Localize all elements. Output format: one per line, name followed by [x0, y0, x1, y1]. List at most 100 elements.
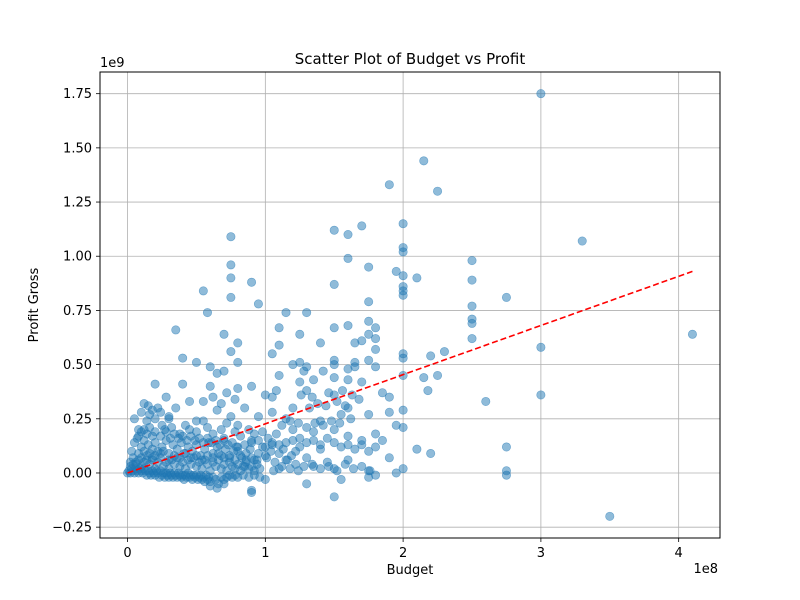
data-point	[216, 399, 226, 409]
data-point	[191, 357, 201, 367]
chart-title: Scatter Plot of Budget vs Profit	[295, 50, 526, 68]
data-point	[398, 422, 408, 432]
data-point	[295, 377, 305, 387]
data-point	[412, 444, 422, 454]
data-point	[247, 381, 257, 391]
data-point	[419, 373, 429, 383]
data-point	[315, 440, 325, 450]
data-point	[398, 271, 408, 281]
data-point	[212, 368, 222, 378]
data-point	[302, 453, 312, 463]
x-tick-label: 3	[537, 546, 545, 561]
data-point	[343, 321, 353, 331]
data-point	[426, 351, 436, 361]
y-tick-label: 1.75	[63, 87, 92, 102]
data-point	[365, 466, 375, 476]
data-point	[354, 394, 364, 404]
data-point	[302, 479, 312, 489]
data-point	[233, 383, 243, 393]
data-point	[433, 186, 443, 196]
data-point	[398, 219, 408, 229]
y-tick-label: 1.25	[63, 196, 92, 211]
y-axis-label: Profit Gross	[27, 267, 42, 342]
data-point	[536, 342, 546, 352]
data-point	[202, 308, 212, 318]
data-point	[318, 366, 328, 376]
data-point	[398, 247, 408, 257]
data-point	[384, 392, 394, 402]
data-point	[605, 511, 615, 521]
data-point	[350, 444, 360, 454]
data-point	[258, 427, 268, 437]
trend-line	[127, 270, 693, 474]
data-point	[433, 370, 443, 380]
data-point	[139, 399, 149, 409]
data-point	[267, 407, 277, 417]
data-point	[253, 412, 263, 422]
data-point	[136, 407, 146, 417]
data-point	[364, 316, 374, 326]
data-point	[198, 416, 208, 426]
data-point	[307, 459, 317, 469]
data-point	[329, 279, 339, 289]
data-point	[332, 466, 342, 476]
data-point	[336, 474, 346, 484]
data-point	[226, 260, 236, 270]
data-point	[150, 414, 160, 424]
data-point	[295, 433, 305, 443]
data-point	[364, 355, 374, 365]
data-point	[274, 370, 284, 380]
data-point	[198, 396, 208, 406]
data-point	[299, 366, 309, 376]
data-point	[391, 266, 401, 276]
data-point	[198, 286, 208, 296]
data-point	[158, 446, 168, 456]
y-axis-exponent: 1e9	[100, 56, 125, 71]
data-point	[398, 405, 408, 415]
data-point	[343, 440, 353, 450]
data-point	[255, 472, 265, 482]
data-point	[384, 180, 394, 190]
y-axis-ticks: −0.25 0.00 0.25 0.50 0.75 1.00 1.25 1.50 1.75	[52, 87, 100, 536]
data-point	[439, 347, 449, 357]
data-point	[349, 464, 359, 474]
data-point	[423, 386, 433, 396]
data-point	[291, 446, 301, 456]
y-tick-label: 1.00	[63, 250, 92, 265]
data-point	[467, 256, 477, 266]
data-point	[315, 338, 325, 348]
data-point	[391, 468, 401, 478]
data-point	[307, 392, 317, 402]
data-point	[398, 464, 408, 474]
y-tick-label: 1.50	[63, 141, 92, 156]
data-point	[398, 353, 408, 363]
data-point	[277, 461, 287, 471]
data-point	[205, 362, 215, 372]
data-point	[240, 403, 250, 413]
data-point	[230, 394, 240, 404]
data-point	[329, 323, 339, 333]
data-point	[536, 390, 546, 400]
data-point	[371, 429, 381, 439]
data-point	[343, 230, 353, 240]
data-point	[371, 344, 381, 354]
data-point	[501, 470, 511, 480]
data-point	[302, 308, 312, 318]
data-point	[364, 262, 374, 272]
data-point	[281, 308, 291, 318]
data-point	[687, 329, 697, 339]
data-point	[226, 412, 236, 422]
data-point	[260, 442, 270, 452]
data-point	[231, 442, 241, 452]
data-point	[426, 448, 436, 458]
data-point	[233, 357, 243, 367]
data-point	[310, 418, 320, 428]
data-point	[384, 453, 394, 463]
x-axis-label: Budget	[387, 563, 434, 578]
data-point	[501, 292, 511, 302]
data-point	[285, 416, 295, 426]
data-point	[293, 418, 303, 428]
data-point	[205, 381, 215, 391]
data-point	[267, 349, 277, 359]
data-point	[247, 277, 257, 287]
